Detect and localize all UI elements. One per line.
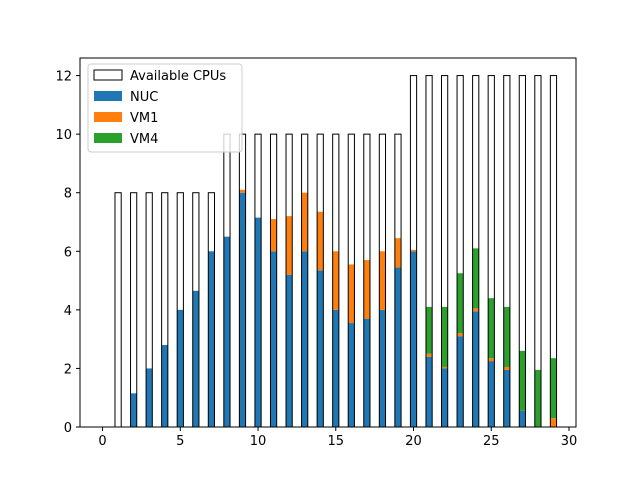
bar-vm1-15 [332,251,339,310]
bar-nuc-4 [161,345,168,427]
bar-vm1-24 [472,308,479,312]
bar-nuc-3 [146,368,153,427]
bar-vm1-26 [503,366,510,370]
bar-nuc-15 [332,309,339,427]
legend-label-vm4: VM4 [130,132,158,147]
axes-frame [79,57,577,428]
bar-nuc-7 [208,251,215,427]
bar-vm1-12 [286,216,293,275]
x-tick-label-20: 20 [405,434,422,449]
bar-vm4-23 [457,273,464,334]
bar-nuc-19 [394,267,402,427]
bar-vm4-24 [472,248,479,309]
bar-nuc-10 [254,217,262,427]
bar-nuc-2 [130,393,137,427]
bar-vm4-25 [488,298,495,359]
legend-label-vm1: VM1 [130,111,158,126]
bar-vm1-11 [270,219,277,252]
bars-layer [114,75,558,428]
bar-vm4-27 [519,350,526,411]
bar-vm1-18 [379,251,386,310]
bar-nuc-13 [301,251,308,427]
bar-vm1-25 [488,358,495,362]
x-tick-label-30: 30 [561,434,578,449]
bar-vm4-28 [534,369,542,427]
bar-vm4-21 [425,306,433,354]
y-tick-label-10: 10 [55,128,72,143]
bar-vm1-29 [550,418,557,427]
bar-vm1-14 [317,211,324,271]
bar-nuc-16 [348,323,355,427]
legend-swatch-nuc [94,91,122,101]
bar-vm1-20 [410,249,417,252]
legend-label-nuc: NUC [130,90,158,105]
y-tick-label-4: 4 [64,304,72,319]
bar-nuc-24 [472,311,479,427]
bar-nuc-20 [410,251,417,427]
y-tick-label-8: 8 [64,187,72,202]
bar-nuc-26 [503,369,510,427]
y-tick-label-6: 6 [64,245,72,260]
y-tick-label-12: 12 [55,70,72,85]
bar-vm4-29 [550,358,557,419]
x-tick-label-0: 0 [98,434,106,449]
x-tick-label-5: 5 [176,434,184,449]
y-tick-label-2: 2 [64,362,72,377]
legend: Available CPUs NUC VM1 VM4 [87,63,243,153]
legend-swatch-vm4 [94,133,122,143]
legend-label-available-cpus: Available CPUs [130,69,226,84]
bar-nuc-11 [270,251,277,427]
bar-nuc-9 [239,192,246,427]
bar-nuc-5 [177,309,184,427]
bar-nuc-18 [379,309,386,427]
bar-nuc-23 [457,336,464,427]
bar-vm1-16 [348,264,355,324]
bar-nuc-17 [363,318,370,427]
legend-swatch-vm1 [94,112,122,122]
bar-vm1-17 [363,260,370,319]
bar-vm1-22 [441,366,448,369]
bar-nuc-21 [425,356,433,427]
bar-nuc-25 [488,361,495,427]
y-tick-label-0: 0 [64,421,72,436]
bar-vm1-23 [457,333,464,337]
x-tick-label-25: 25 [483,434,500,449]
bar-nuc-12 [286,274,293,427]
bar-nuc-22 [441,368,448,427]
bar-nuc-27 [519,410,526,427]
x-tick-label-15: 15 [328,434,345,449]
bar-nuc-8 [223,236,231,427]
axes-layer: 0 5 10 15 20 25 30 0 2 4 6 8 10 12 [55,57,578,449]
legend-swatch-available-cpus [93,69,123,81]
bar-nuc-6 [192,290,199,427]
legend-box [87,63,243,153]
bar-vm4-22 [441,306,448,367]
bar-vm1-13 [301,192,308,252]
bar-vm1-19 [394,238,402,268]
bar-vm1-21 [425,353,433,357]
bar-vm4-26 [503,306,510,367]
bar-vm1-9 [239,189,246,193]
bar-nuc-14 [317,270,324,427]
x-tick-label-10: 10 [250,434,267,449]
